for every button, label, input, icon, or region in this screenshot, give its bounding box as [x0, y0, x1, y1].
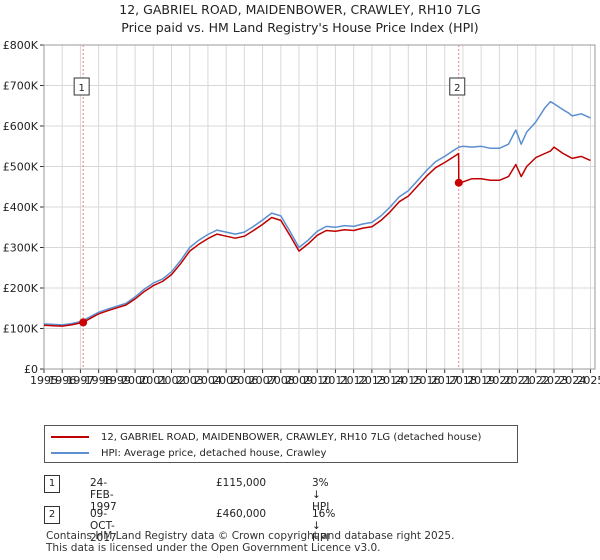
x-tick-label: 2009 [285, 374, 313, 387]
x-tick-label: 2003 [176, 374, 204, 387]
transaction-date: 09-OCT-2017 [90, 508, 117, 544]
footer-licence: This data is licensed under the Open Gov… [46, 542, 381, 554]
x-tick-label: 2005 [212, 374, 240, 387]
x-tick-label: 2025 [576, 374, 600, 387]
x-tick-label: 2002 [158, 374, 186, 387]
x-tick-label: 1996 [48, 374, 76, 387]
y-tick-label: £500K [3, 161, 39, 174]
x-tick-label: 1998 [85, 374, 113, 387]
transaction-hpi-diff: 3% ↓ HPI [312, 477, 330, 513]
x-tick-label: 2022 [522, 374, 550, 387]
footer-copyright: Contains HM Land Registry data © Crown c… [46, 530, 455, 542]
x-tick-label: 1997 [66, 374, 94, 387]
y-tick-label: £800K [3, 39, 39, 52]
x-tick-label: 2006 [230, 374, 258, 387]
chart-subtitle: Price paid vs. HM Land Registry's House … [121, 20, 479, 35]
x-tick-label: 2021 [504, 374, 532, 387]
y-tick-label: £700K [3, 80, 39, 93]
x-tick-label: 1995 [30, 374, 58, 387]
x-tick-label: 2023 [540, 374, 568, 387]
y-tick-label: £400K [3, 201, 39, 214]
transaction-date: 24-FEB-1997 [90, 477, 117, 513]
transaction-price: £115,000 [216, 477, 267, 489]
legend-label-property: 12, GABRIEL ROAD, MAIDENBOWER, CRAWLEY, … [101, 431, 482, 443]
x-tick-label: 2015 [394, 374, 422, 387]
x-tick-label: 2008 [267, 374, 295, 387]
x-tick-label: 2014 [376, 374, 404, 387]
y-tick-label: £300K [3, 242, 39, 255]
legend-label-hpi: HPI: Average price, detached house, Craw… [101, 447, 327, 459]
x-tick-label: 2007 [249, 374, 277, 387]
sale-marker [79, 318, 88, 327]
x-tick-label: 2012 [340, 374, 368, 387]
price-chart: 1995199619971998199920002001200220032004… [3, 39, 600, 387]
x-tick-label: 2010 [303, 374, 331, 387]
y-tick-label: £200K [3, 282, 39, 295]
legend-item-hpi: HPI: Average price, detached house, Craw… [51, 446, 326, 460]
x-tick-label: 2004 [194, 374, 222, 387]
x-tick-label: 2013 [358, 374, 386, 387]
plot-border [43, 44, 596, 370]
sale-label: 1 [78, 83, 84, 94]
x-tick-label: 2019 [467, 374, 495, 387]
sale-marker [454, 178, 463, 187]
chart-legend: 12, GABRIEL ROAD, MAIDENBOWER, CRAWLEY, … [44, 425, 518, 463]
x-tick-label: 2020 [485, 374, 513, 387]
x-tick-label: 1999 [103, 374, 131, 387]
sale-label-box [449, 77, 466, 96]
y-tick-label: £100K [3, 323, 39, 336]
legend-swatch-hpi [51, 452, 89, 454]
x-tick-label: 2000 [121, 374, 149, 387]
property-series-line [43, 146, 591, 327]
x-tick-label: 2018 [449, 374, 477, 387]
x-tick-label: 2017 [431, 374, 459, 387]
transaction-number: 2 [44, 506, 60, 524]
transaction-price: £460,000 [216, 508, 267, 520]
y-tick-label: £600K [3, 120, 39, 133]
x-tick-label: 2016 [413, 374, 441, 387]
x-tick-label: 2001 [139, 374, 167, 387]
y-tick-label: £0 [24, 363, 38, 376]
transaction-number: 1 [44, 475, 60, 493]
transaction-hpi-diff: 16% ↓ HPI [312, 508, 336, 544]
hpi-series-line [43, 100, 591, 326]
sale-label-box [73, 77, 90, 96]
chart-title: 12, GABRIEL ROAD, MAIDENBOWER, CRAWLEY, … [119, 2, 481, 17]
legend-swatch-property [51, 436, 89, 438]
sale-label: 2 [454, 83, 460, 94]
x-tick-label: 2011 [321, 374, 349, 387]
legend-item-property: 12, GABRIEL ROAD, MAIDENBOWER, CRAWLEY, … [51, 430, 481, 444]
x-tick-label: 2024 [558, 374, 586, 387]
